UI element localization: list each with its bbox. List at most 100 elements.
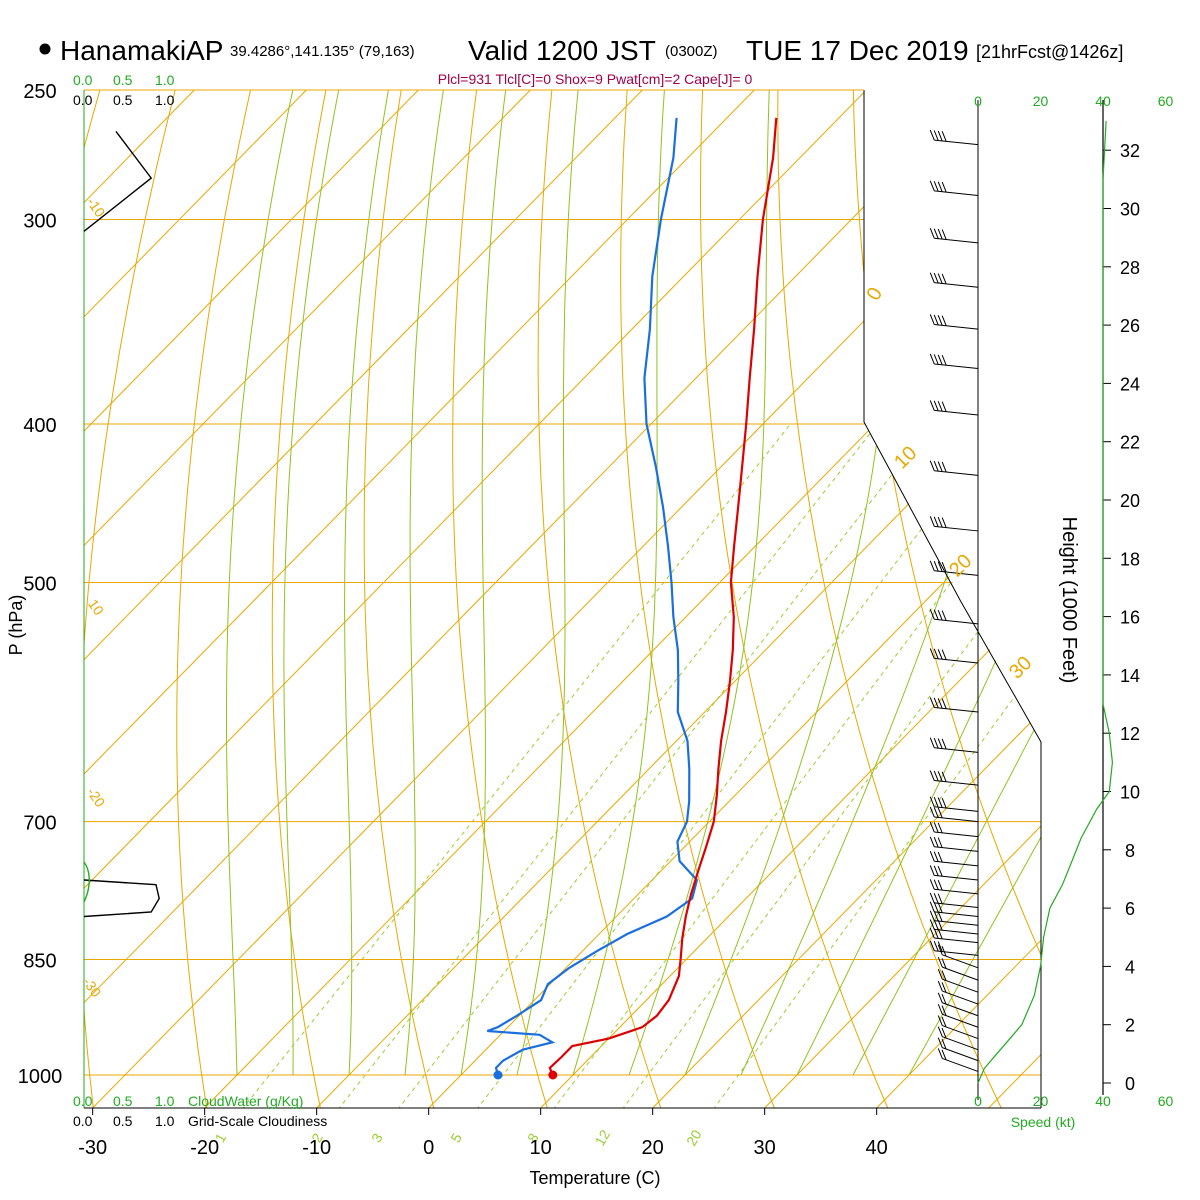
isotherm-label: 30 [1005, 652, 1036, 683]
wind-barb-feather [933, 560, 939, 572]
wind-barb-shaft [942, 978, 979, 993]
wind-barb-shaft [934, 806, 979, 812]
wind-barb-shaft [934, 920, 979, 926]
wind-barb-feather [929, 851, 935, 862]
wind-barb-shaft [942, 1036, 979, 1051]
isotherm-line [204, 90, 1041, 1108]
wind-barbs [929, 100, 979, 1100]
wind-barb-shaft [934, 570, 979, 576]
wind-barb-feather [933, 130, 939, 141]
wind-barb-feather [941, 771, 947, 782]
moist-adiabat [460, 90, 507, 1076]
mixing-ratio-label: 20 [683, 1127, 705, 1149]
wind-barb-feather [941, 1005, 947, 1016]
wind-barb-shaft [942, 954, 979, 969]
wind-barb-feather [933, 460, 939, 472]
wind-barb-feather [933, 609, 939, 620]
wind-barb-shaft [942, 966, 979, 981]
wind-barb-feather [941, 181, 947, 193]
wind-barb-feather [937, 928, 943, 940]
wind-barb-feather [937, 698, 943, 709]
wind-barb-feather [929, 927, 935, 939]
wind-barb-feather [937, 941, 943, 952]
wind-barb-feather [937, 911, 943, 922]
wind-barb-shaft [934, 190, 979, 196]
cloudiness-traces [83, 130, 160, 918]
moist-adiabat [628, 90, 770, 1076]
moist-adiabat [572, 90, 665, 1076]
height-tick-label: 30 [1120, 200, 1140, 220]
pressure-tick-label: 700 [23, 813, 56, 835]
wind-barb-feather [929, 910, 935, 921]
wind-barb-feather [933, 807, 939, 818]
moist-adiabat [283, 90, 340, 1075]
wind-barb-feather [937, 837, 943, 848]
dry-adiabat [537, 90, 662, 1108]
wind-barb-shaft [934, 888, 979, 895]
mixing-ratio-label: 12 [591, 1127, 613, 1149]
wind-barb-shaft [934, 950, 979, 956]
wind-barb-shaft [934, 902, 979, 909]
wind-barb-feather [941, 561, 947, 573]
wind-barb-feather [937, 797, 943, 808]
wind-barb-feather [941, 517, 947, 528]
isotherm-label: 10 [890, 442, 921, 473]
wind-barb-feather [929, 560, 935, 571]
wind-barb-shaft [934, 657, 979, 664]
temperature-tick-label: 0 [423, 1137, 434, 1159]
wind-barb-shaft [934, 282, 979, 288]
wind-barb-shaft [934, 470, 979, 476]
wind-barb-feather [933, 879, 939, 890]
wind-barb-feather [929, 314, 935, 325]
isotherm-label: 0 [862, 284, 887, 305]
isotherm-line [316, 90, 1041, 1108]
pressure-axis-label: P (hPa) [6, 595, 26, 656]
speed-tick-label-bottom: 40 [1095, 1093, 1111, 1109]
wind-barb-feather [937, 461, 943, 472]
dry-adiabat [777, 90, 1003, 1108]
station-name: HanamakiAP [60, 35, 223, 66]
cloudwater-trace [83, 861, 90, 903]
isotherm-line [652, 90, 1041, 1108]
dry-adiabat [271, 90, 333, 1108]
speed-tick-label-bottom: 20 [1033, 1093, 1049, 1109]
cloudwater-scale-0: 0.0 [73, 1093, 93, 1109]
cloudiness-label: Grid-Scale Cloudiness [188, 1113, 327, 1129]
wind-barb-feather [929, 648, 935, 659]
speed-axis-label: Speed (kt) [1011, 1114, 1076, 1130]
wind-barb-feather [937, 771, 943, 782]
wind-barb-feather [929, 821, 935, 833]
wind-barb-shaft [934, 831, 979, 838]
station-coords: 39.4286°,141.135° (79,163) [230, 43, 415, 60]
wind-barb-shaft [934, 780, 979, 786]
wind-barb-feather [937, 181, 943, 192]
dry-adiabat [1151, 61, 1200, 1110]
speed-tick-label-bottom: 0 [974, 1093, 982, 1109]
height-tick-label: 14 [1120, 666, 1140, 686]
pressure-tick-label: 400 [23, 415, 56, 437]
cloudiness-scale-1: 1.0 [155, 1113, 175, 1129]
surface-temperature-dot [548, 1070, 558, 1080]
isotherm-line [84, 90, 643, 1108]
speed-tick-label-top: 20 [1033, 93, 1049, 109]
wind-barb-feather [937, 920, 943, 931]
temperature-tick-label: -20 [190, 1137, 219, 1159]
wind-barb-feather [941, 797, 947, 809]
wind-barb-feather [929, 228, 935, 239]
wind-barb-feather [937, 980, 943, 992]
isotherm-line [764, 90, 1041, 1108]
pressure-tick-label: 300 [23, 211, 56, 233]
wind-barb-feather [941, 738, 947, 750]
top-cloudwater-scale-0: 0.0 [73, 72, 93, 88]
dewpoint-profile [486, 117, 699, 1076]
wind-barb-feather [933, 851, 939, 862]
mixing-ratio-line [397, 423, 932, 1108]
top-cloudiness-scale-05: 0.5 [113, 92, 133, 108]
wind-barb-shaft [934, 816, 979, 823]
dry-adiabat [620, 90, 776, 1108]
dry-adiabat [1001, 90, 1041, 1108]
wind-barb-feather [941, 315, 947, 326]
grid-cloudiness-trace [83, 879, 160, 918]
temperature-tick-label: -10 [302, 1137, 331, 1159]
